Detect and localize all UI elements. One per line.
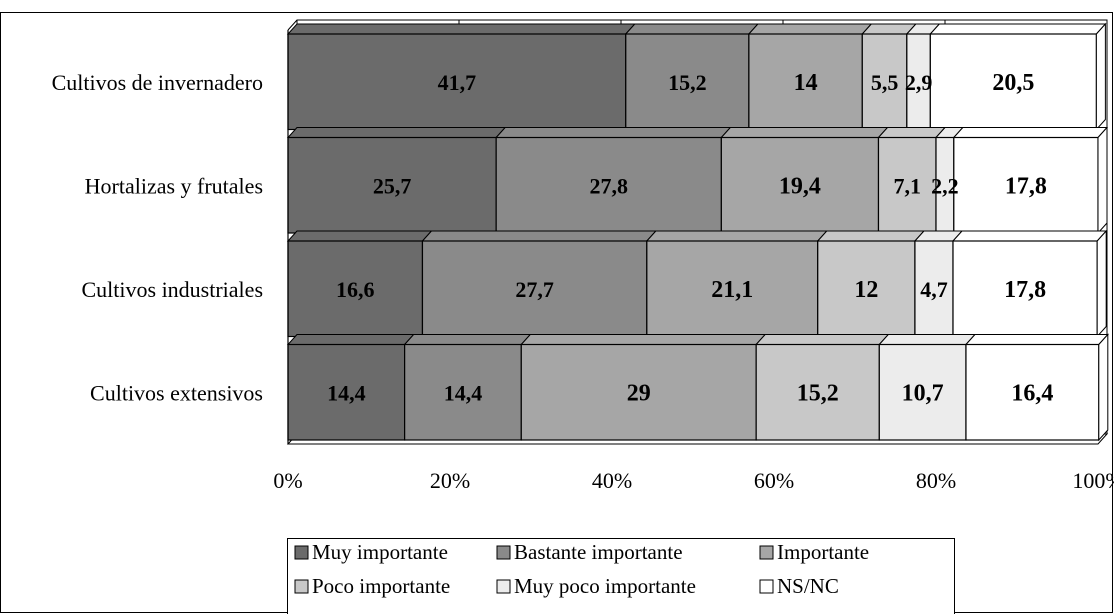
bar-top-face: [286, 230, 433, 242]
bar-top-face: [747, 23, 873, 35]
data-label: 16,6: [336, 277, 375, 302]
legend-swatch: [294, 579, 309, 594]
bar-top-face: [755, 334, 890, 345]
data-label: 7,1: [893, 173, 921, 198]
legend-label: Muy poco importante: [514, 574, 696, 598]
bar-segment: [953, 136, 1099, 234]
bar-side-face: [1095, 22, 1106, 131]
bar-segment: [914, 240, 954, 338]
legend-label: Importante: [777, 540, 869, 564]
data-label: 4,7: [920, 277, 948, 302]
bar-segment: [404, 343, 522, 441]
bar-top-face: [952, 127, 1109, 138]
data-label: 15,2: [668, 70, 707, 95]
bar-segment: [861, 33, 908, 131]
bar-top-face: [286, 127, 507, 138]
data-label: 12: [854, 277, 878, 303]
data-label: 15,2: [797, 380, 839, 406]
bar-top-face: [520, 334, 767, 345]
data-label: 14: [794, 70, 818, 96]
bar-segment: [929, 33, 1097, 131]
data-label: 17,8: [1004, 277, 1046, 303]
bar-top-face: [421, 230, 657, 242]
data-label: 41,7: [438, 70, 477, 95]
x-tick-label: 80%: [916, 468, 956, 493]
bar-top-face: [624, 23, 760, 35]
x-tick-label: 60%: [754, 468, 794, 493]
legend-swatch: [294, 545, 309, 560]
bar-segment: [877, 136, 937, 234]
data-label: 19,4: [779, 173, 821, 199]
data-label: 27,8: [590, 173, 629, 198]
category-label: Cultivos extensivos: [90, 380, 263, 405]
bar-side-face: [1097, 126, 1108, 235]
data-label: 20,5: [992, 70, 1034, 96]
data-label: 14,4: [444, 380, 483, 405]
bar-segment: [625, 33, 750, 131]
bar-top-face: [877, 127, 947, 138]
legend-box: [287, 538, 955, 614]
bar-side-face: [1096, 229, 1107, 338]
legend-swatch: [496, 545, 511, 560]
bar-top-face: [403, 334, 532, 345]
legend-label: Muy importante: [312, 540, 448, 564]
data-label: 5,5: [871, 70, 899, 95]
bar-top-face: [286, 23, 636, 35]
category-label: Cultivos industriales: [82, 277, 264, 302]
x-tick-label: 100%: [1072, 468, 1114, 493]
legend-swatch: [759, 579, 774, 594]
bar-segment: [878, 343, 967, 441]
bar-top-face: [964, 334, 1109, 345]
bar-segment: [421, 240, 648, 338]
x-tick-label: 0%: [273, 468, 302, 493]
data-label: 25,7: [373, 173, 412, 198]
data-label: 21,1: [711, 277, 753, 303]
data-label: 17,8: [1005, 173, 1047, 199]
legend-label: NS/NC: [777, 574, 839, 598]
bar-segment: [952, 240, 1098, 338]
data-label: 29: [627, 380, 651, 406]
bar-top-face: [816, 230, 926, 242]
bar-segment: [287, 33, 627, 131]
data-label: 10,7: [902, 380, 944, 406]
data-label: 2,9: [905, 70, 933, 95]
x-tick-label: 20%: [430, 468, 470, 493]
legend-swatch: [759, 545, 774, 560]
bar-segment: [817, 240, 916, 338]
category-label: Hortalizas y frutales: [85, 173, 263, 198]
legend-label: Bastante importante: [514, 540, 683, 564]
bar-segment: [287, 240, 424, 338]
data-label: 2,2: [931, 173, 959, 198]
legend-swatch: [496, 579, 511, 594]
bar-top-face: [645, 230, 828, 242]
bar-top-face: [878, 334, 977, 345]
bar-top-face: [495, 127, 732, 138]
bar-segment: [748, 33, 863, 131]
bar-top-face: [720, 127, 889, 138]
bar-segment: [965, 343, 1100, 441]
bar-top-face: [929, 23, 1107, 35]
bar-segment: [287, 136, 497, 234]
category-label: Cultivos de invernadero: [52, 70, 263, 95]
legend-label: Poco importante: [312, 574, 450, 598]
bar-segment: [646, 240, 819, 338]
bar-side-face: [1098, 333, 1109, 442]
bar-segment: [755, 343, 880, 441]
bar-segment: [720, 136, 880, 234]
data-label: 27,7: [515, 277, 554, 302]
bar-top-face: [286, 334, 415, 345]
x-tick-label: 40%: [592, 468, 632, 493]
data-label: 16,4: [1011, 380, 1053, 406]
bar-top-face: [951, 230, 1108, 242]
data-label: 14,4: [327, 380, 366, 405]
